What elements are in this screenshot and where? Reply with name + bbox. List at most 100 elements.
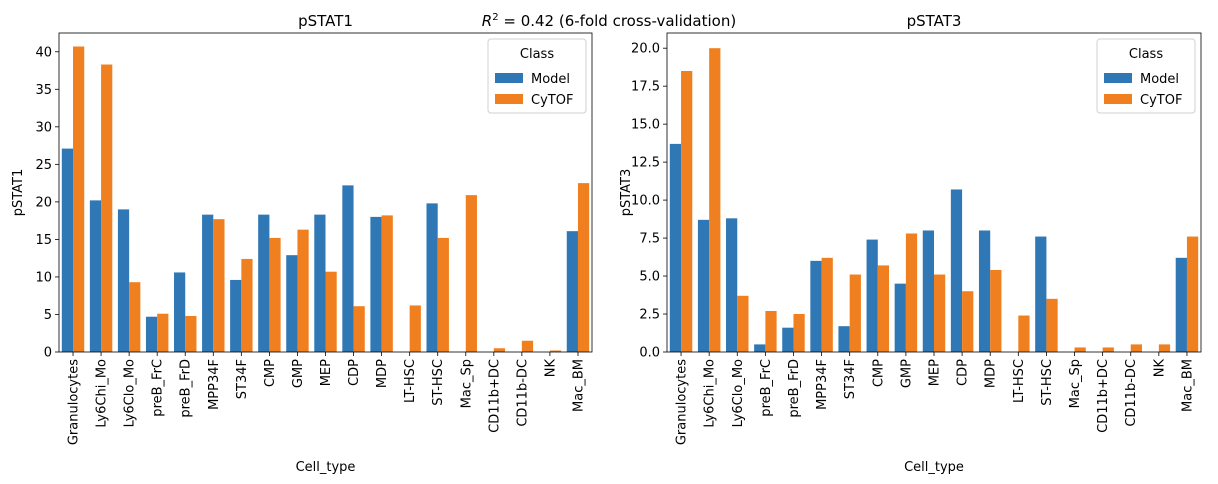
chart2-bar-cytof-st-hsc [1046,298,1058,352]
chart2-xtick-label-mdp: MDP [984,359,999,388]
chart2-legend-swatch-cytof [1104,94,1132,104]
chart2-bar-cytof-ly6chi-mo [709,48,721,352]
chart1-bar-cytof-mpp34f [213,219,225,352]
chart2-xtick-label-st-hsc: ST-HSC [1040,359,1055,406]
chart1-xtick-label-ly6chi-mo: Ly6Chi_Mo [95,359,110,428]
suptitle-rest: = 0.42 (6-fold cross-validation) [499,12,737,30]
chart1-bar-model-st-hsc [426,203,438,352]
chart2-bar-cytof-mep [934,274,946,352]
chart2-bar-model-gmp [894,283,906,352]
chart1-ytick-label: 15 [35,233,52,248]
chart2-xtick-label-ly6chi-mo: Ly6Chi_Mo [703,359,718,428]
chart1-ytick-label: 10 [35,270,52,285]
chart2-xtick-label-lt-hsc: LT-HSC [1012,359,1027,403]
chart2-bar-cytof-lt-hsc [1018,315,1030,352]
chart1-xtick-label-cdp: CDP [347,359,362,386]
chart2-bar-cytof-ly6clo-mo [737,295,749,352]
chart1-ytick-label: 5 [44,308,52,323]
chart2-xlabel: Cell_type [904,460,964,475]
chart1-ytick-label: 40 [35,45,52,60]
chart1-bar-cytof-gmp [297,229,309,352]
chart2-bar-model-st-hsc [1035,236,1047,352]
chart2-bar-model-st34f [838,326,850,352]
chart2-xtick-label-mpp34f: MPP34F [815,359,830,410]
chart1-bar-cytof-granulocytes [73,46,85,352]
chart1-bar-model-ly6chi-mo [89,200,102,352]
suptitle: R2 = 0.42 (6-fold cross-validation) [482,12,736,30]
chart1-legend-swatch-cytof [495,94,523,104]
suptitle-sup: 2 [492,12,498,23]
chart1-bar-model-preb-frd [174,272,186,352]
chart2-xtick-label-cdp: CDP [956,359,971,386]
chart1-xtick-label-st-hsc: ST-HSC [431,359,446,406]
chart1-bar-cytof-st-hsc [437,237,449,352]
chart1-bar-model-gmp [286,255,298,352]
chart2-bar-model-mpp34f [810,260,822,352]
chart2-bar-cytof-cd11b-dc [1102,347,1114,352]
chart2-bar-cytof-mac-sp [1074,347,1086,352]
chart1-bar-cytof-cmp [269,237,281,352]
chart1-bar-cytof-preb-frd [185,315,197,352]
chart1-ytick-label: 25 [35,158,52,173]
chart1-bar-cytof-ly6clo-mo [129,282,141,352]
chart2-ytick-label: 10.0 [631,194,660,209]
chart1-bar-cytof-cdp [353,306,365,352]
chart1-bar-cytof-mac-sp [465,195,477,352]
chart1-bar-cytof-ly6chi-mo [101,64,113,353]
chart2-xtick-label-cd11b-dc: CD11b-DC [1124,359,1139,427]
chart1-legend-label-cytof: CyTOF [531,93,573,108]
chart1-bar-cytof-mdp [381,215,393,352]
chart2-title: pSTAT3 [907,12,962,30]
chart2-xtick-label-preb-frc: preB_FrC [759,359,774,417]
chart1-xtick-label-lt-hsc: LT-HSC [403,359,418,403]
chart2-xtick-label-preb-frd: preB_FrD [787,359,802,418]
suptitle-r: R [482,12,492,30]
chart1-bar-cytof-cd11b-dc [493,348,506,352]
chart1-bar-model-mep [314,214,326,352]
chart2-bar-cytof-st34f [849,274,861,352]
chart1-xtick-label-st34f: ST34F [235,359,250,399]
chart1-xtick-label-preb-frd: preB_FrD [179,359,194,418]
chart1-bar-cytof-mep [325,271,337,352]
chart2-bar-model-mac-bm [1175,257,1187,352]
chart2-xtick-label-st34f: ST34F [843,359,858,399]
chart2-ytick-label: 15.0 [631,118,660,133]
chart1-legend: Class Model CyTOF [487,38,587,114]
chart1-xtick-label-mac-sp: Mac_Sp [459,359,474,408]
chart1-bar-cytof-nk [549,350,562,352]
chart1-ytick-label: 20 [35,195,52,210]
chart1-xtick-label-granulocytes: Granulocytes [67,359,82,445]
chart2-bar-cytof-preb-frc [765,310,777,352]
chart2-bar-model-granulocytes [669,143,682,352]
chart1-xtick-label-mdp: MDP [375,359,390,388]
chart2-xtick-label-mep: MEP [928,359,943,386]
chart1-ytick-label: 35 [35,83,52,98]
chart2-bar-cytof-mdp [990,269,1002,352]
chart2-bar-model-preb-frc [754,344,766,352]
chart2-xtick-label-nk: NK [1152,359,1167,378]
chart1-bar-cytof-lt-hsc [409,305,421,352]
chart2-legend-label-cytof: CyTOF [1140,93,1182,108]
chart2-ytick-label: 12.5 [631,156,660,171]
chart1-xtick-label-nk: NK [543,359,558,378]
chart2-bar-model-preb-frd [782,327,794,352]
chart1-bar-model-mac-bm [566,231,578,352]
chart2-bar-model-cdp [950,189,963,352]
chart1-legend-swatch-model [495,73,523,83]
chart1-title: pSTAT1 [298,12,353,30]
chart1-xlabel: Cell_type [296,460,356,475]
chart2-ytick-label: 5.0 [639,270,660,285]
chart1-xtick-label-mpp34f: MPP34F [207,359,222,410]
chart2-bar-cytof-mpp34f [821,257,833,352]
chart2-legend-label-model: Model [1140,72,1179,87]
chart2-xtick-label-mac-sp: Mac_Sp [1068,359,1083,408]
chart2-bar-cytof-cdp [962,291,974,352]
chart2-bar-cytof-mac-bm [1186,236,1199,352]
chart1-xtick-label-gmp: GMP [291,359,306,388]
chart1-bar-cytof-st34f [241,258,253,352]
chart1-ylabel: pSTAT1 [11,169,26,217]
chart-panel-pstat1: pSTAT1 0 5 10 15 20 25 30 35 40 Granulocytes Ly6Chi… [11,12,593,475]
chart2-bar-cytof-preb-frd [793,314,805,352]
chart2-ytick-label: 2.5 [639,308,660,323]
